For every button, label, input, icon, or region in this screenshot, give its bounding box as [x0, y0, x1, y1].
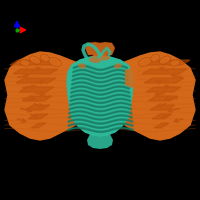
Polygon shape	[140, 60, 190, 65]
Ellipse shape	[100, 55, 110, 61]
Polygon shape	[22, 96, 52, 101]
Polygon shape	[148, 96, 178, 101]
Polygon shape	[13, 69, 58, 74]
Ellipse shape	[89, 57, 101, 63]
Polygon shape	[28, 114, 48, 119]
Polygon shape	[67, 57, 133, 136]
Ellipse shape	[138, 58, 152, 66]
Polygon shape	[16, 78, 56, 83]
Polygon shape	[152, 114, 172, 119]
Ellipse shape	[114, 63, 122, 69]
Ellipse shape	[48, 58, 62, 66]
Polygon shape	[87, 134, 113, 149]
Polygon shape	[146, 87, 181, 92]
Polygon shape	[85, 42, 115, 55]
Polygon shape	[5, 52, 195, 140]
Polygon shape	[125, 68, 138, 88]
Ellipse shape	[170, 60, 180, 66]
Polygon shape	[144, 78, 184, 83]
Polygon shape	[142, 69, 187, 74]
Polygon shape	[150, 105, 175, 110]
Ellipse shape	[40, 54, 50, 62]
Ellipse shape	[20, 60, 30, 66]
Ellipse shape	[29, 56, 41, 64]
Polygon shape	[10, 60, 60, 65]
Ellipse shape	[78, 63, 86, 69]
Ellipse shape	[159, 56, 171, 64]
Polygon shape	[25, 105, 50, 110]
Polygon shape	[154, 123, 169, 128]
Ellipse shape	[150, 54, 160, 62]
Polygon shape	[31, 123, 46, 128]
Polygon shape	[19, 87, 54, 92]
